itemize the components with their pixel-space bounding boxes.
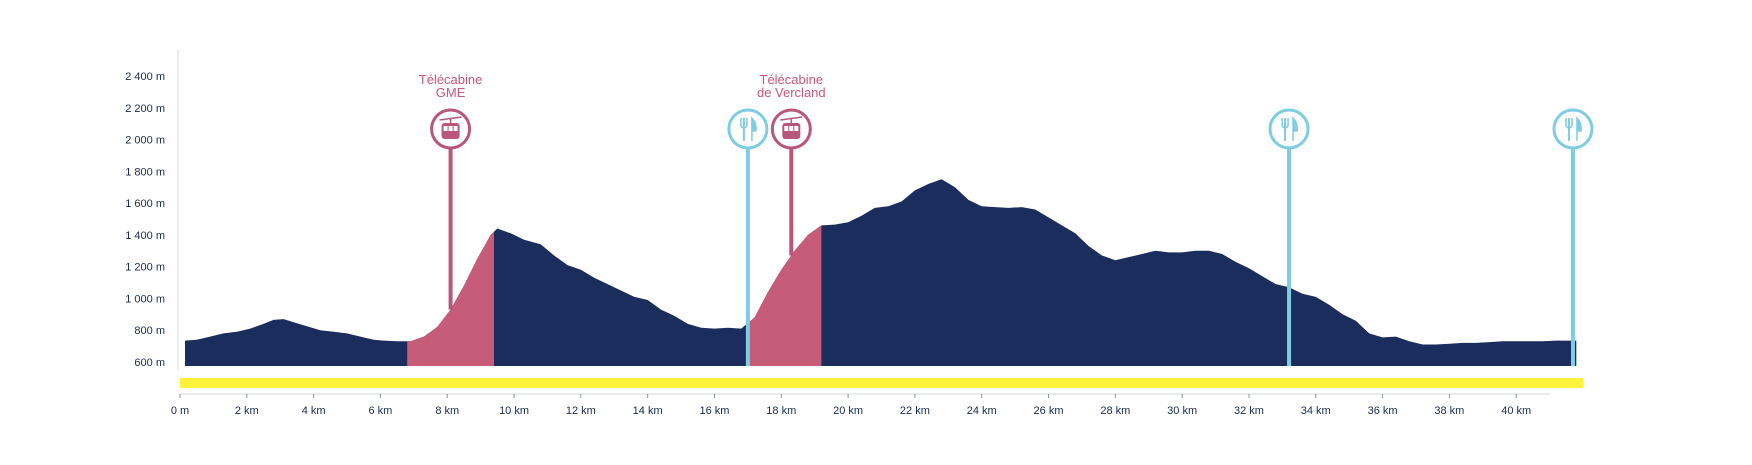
y-tick-label: 2 200 m — [125, 103, 165, 115]
gondola-icon — [439, 116, 462, 139]
gondola-label: GME — [436, 85, 466, 100]
restaurant-marker — [727, 108, 769, 366]
marker-circle — [727, 108, 769, 150]
gondola-label: Télécabine — [419, 72, 483, 87]
y-tick-label: 800 m — [134, 325, 165, 337]
x-tick-label: 12 km — [566, 405, 596, 417]
x-tick-label: 22 km — [900, 405, 930, 417]
y-tick-label: 1 000 m — [125, 293, 165, 305]
x-tick-label: 14 km — [633, 405, 663, 417]
restaurant-marker — [1552, 108, 1594, 366]
x-tick-label: 30 km — [1167, 405, 1197, 417]
y-tick-label: 600 m — [134, 357, 165, 369]
x-tick-label: 24 km — [967, 405, 997, 417]
x-tick-label: 28 km — [1100, 405, 1130, 417]
yellow-band — [180, 378, 1583, 388]
gondola-label: de Vercland — [757, 85, 826, 100]
x-tick-label: 34 km — [1301, 405, 1331, 417]
x-tick-label: 38 km — [1434, 405, 1464, 417]
restaurant-marker — [1268, 108, 1310, 366]
x-tick-label: 8 km — [435, 405, 459, 417]
terrain-area — [185, 179, 1577, 366]
fork-knife-icon — [1565, 116, 1582, 141]
y-tick-label: 1 600 m — [125, 198, 165, 210]
x-tick-label: 20 km — [833, 405, 863, 417]
y-tick-label: 2 000 m — [125, 135, 165, 147]
fork-knife-icon — [1281, 116, 1298, 141]
fork-knife-icon — [740, 116, 757, 141]
y-axis: 600 m 800 m 1 000 m 1 200 m 1 400 m 1 600 m 1 … — [125, 50, 179, 370]
x-axis: 0 m 2 km 4 km 6 km 8 km 10 km 12 km 14 km 16 km 1… — [171, 378, 1583, 417]
y-tick-label: 1 200 m — [125, 262, 165, 274]
lift-segment-area — [747, 225, 822, 366]
x-tick-label: 6 km — [369, 405, 393, 417]
y-tick-label: 1 800 m — [125, 166, 165, 178]
marker-circle — [1552, 108, 1594, 150]
x-tick-label: 4 km — [302, 405, 326, 417]
plot-area — [185, 179, 1577, 366]
x-tick-label: 32 km — [1234, 405, 1264, 417]
marker-circle — [1268, 108, 1310, 150]
gondola-label: Télécabine — [760, 72, 824, 87]
gondola-icon — [780, 116, 803, 139]
y-tick-label: 1 400 m — [125, 230, 165, 242]
x-tick-label: 36 km — [1368, 405, 1398, 417]
lift-segment-area — [407, 231, 494, 366]
y-tick-label: 2 400 m — [125, 71, 165, 83]
x-tick-label: 0 m — [171, 405, 189, 417]
x-tick-label: 16 km — [699, 405, 729, 417]
x-tick-label: 40 km — [1501, 405, 1531, 417]
x-tick-label: 2 km — [235, 405, 259, 417]
x-tick-label: 26 km — [1034, 405, 1064, 417]
x-tick-label: 10 km — [499, 405, 529, 417]
x-tick-label: 18 km — [766, 405, 796, 417]
